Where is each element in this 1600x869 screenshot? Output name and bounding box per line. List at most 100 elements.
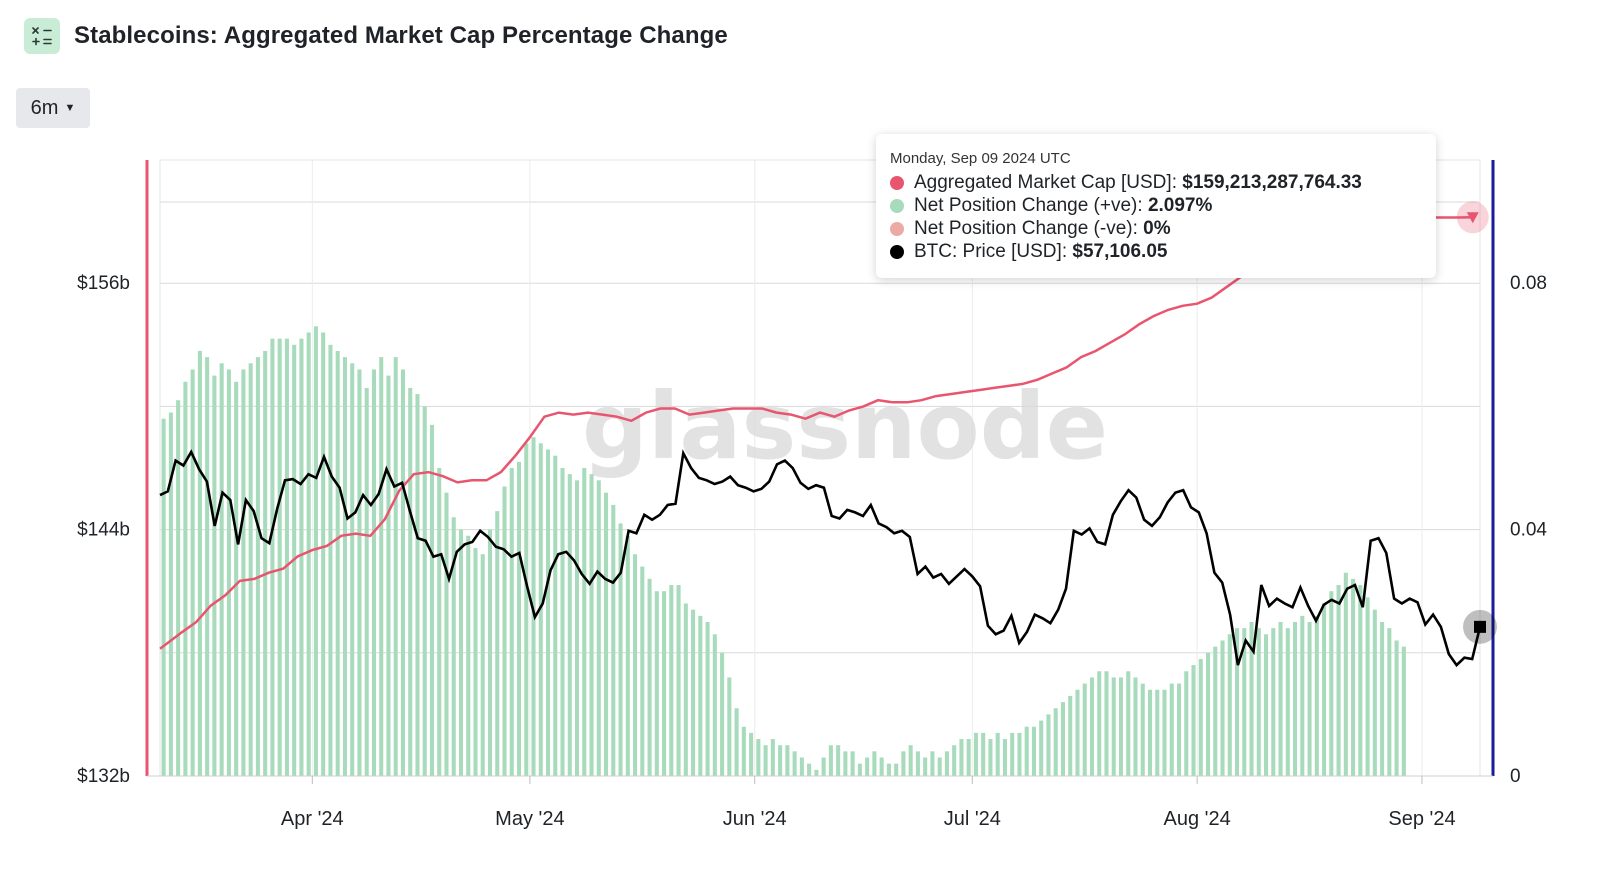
y-right-tick-label: 0.04: [1510, 520, 1547, 541]
time-range-dropdown[interactable]: 6m ▼: [16, 88, 90, 128]
net-position-bar: [1387, 628, 1392, 776]
net-position-bar: [1300, 615, 1305, 776]
x-tick-label: Aug '24: [1164, 808, 1231, 830]
net-position-bar: [263, 350, 268, 776]
tooltip-row-btc-price: BTC: Price [USD] $57,106.05: [890, 240, 1422, 263]
net-position-bar: [1147, 689, 1153, 776]
net-position-bar: [313, 326, 318, 776]
caret-down-icon: ▼: [64, 102, 76, 114]
net-position-bar: [589, 474, 594, 776]
chart-axes: [145, 160, 1495, 784]
net-position-bar: [429, 424, 435, 776]
net-position-bar: [1227, 634, 1232, 776]
net-position-bar: [756, 739, 761, 776]
net-position-bar: [466, 535, 471, 776]
net-position-bar: [850, 751, 855, 776]
net-position-bar: [1264, 634, 1269, 776]
net-position-bar: [241, 369, 246, 776]
net-position-bar: [1031, 726, 1036, 776]
net-position-bar: [487, 529, 493, 776]
net-position-bar: [1271, 628, 1276, 776]
x-tick-label: May '24: [495, 808, 564, 830]
net-position-bar: [669, 585, 674, 776]
net-position-bar: [901, 751, 906, 776]
net-position-bar: [357, 369, 362, 776]
net-position-bar: [1401, 646, 1406, 776]
net-position-bar: [538, 443, 543, 776]
net-position-bar: [633, 554, 638, 776]
net-position-bar: [1075, 689, 1080, 776]
series-dot: [890, 198, 904, 213]
net-position-bar: [988, 739, 993, 776]
net-position-bar: [691, 609, 696, 776]
y-axis-right-labels: 0 0.04 0.08: [1510, 273, 1547, 787]
net-position-bar: [1307, 622, 1312, 776]
net-position-bar: [234, 381, 239, 776]
net-position-bar: [1235, 628, 1240, 776]
net-position-bar: [226, 369, 231, 776]
net-position-bar: [219, 363, 224, 776]
net-position-bar: [575, 480, 580, 776]
net-position-bar: [1358, 585, 1363, 776]
watermark: glassnode: [582, 373, 1108, 480]
x-tick-label: Apr '24: [281, 808, 344, 830]
net-position-bar: [321, 332, 326, 776]
net-position-bar: [509, 468, 514, 776]
net-position-bar: [350, 363, 355, 776]
net-position-bar: [1213, 646, 1218, 776]
net-position-bar: [284, 338, 289, 776]
net-position-bar: [618, 523, 623, 776]
net-position-bar: [1329, 591, 1334, 776]
net-position-bar: [698, 615, 703, 776]
net-position-bar: [821, 757, 826, 776]
net-position-bar: [1024, 726, 1029, 776]
x-tick-label: Jun '24: [723, 808, 787, 830]
net-position-bar: [1039, 720, 1044, 776]
btc-price-line: [159, 449, 1482, 668]
net-position-bar: [872, 751, 877, 776]
net-position-bar: [408, 387, 413, 776]
series-dot: [890, 244, 904, 259]
net-position-bar: [495, 511, 500, 776]
net-position-bar: [248, 363, 253, 776]
hover-tooltip: Monday, Sep 09 2024 UTC Aggregated Marke…: [876, 134, 1436, 278]
net-position-bar: [865, 757, 870, 776]
net-position-bar: [973, 732, 978, 776]
net-position-bar: [190, 369, 195, 776]
net-position-bar: [1046, 714, 1051, 776]
net-position-bar: [1220, 640, 1225, 776]
net-position-bar: [952, 745, 957, 776]
net-position-bar: [857, 763, 862, 776]
net-position-bar: [727, 677, 732, 776]
net-position-bar: [342, 357, 347, 776]
x-tick-label: Jul '24: [944, 808, 1001, 830]
net-position-bar: [212, 375, 217, 776]
net-position-bar: [1060, 702, 1065, 776]
net-position-bar: [299, 338, 304, 776]
net-position-bar: [1176, 683, 1182, 776]
hover-markers: [1456, 201, 1497, 644]
btc-hover-marker: [1474, 620, 1486, 633]
net-position-bar: [1365, 597, 1370, 776]
net-position-bar: [545, 449, 551, 776]
market-cap-hover-marker: [1466, 212, 1479, 224]
net-position-bar: [604, 492, 609, 776]
net-position-bar: [1097, 671, 1102, 776]
net-position-bar: [676, 585, 681, 776]
net-position-bar: [1314, 615, 1319, 776]
net-position-bar: [886, 763, 891, 776]
tooltip-row-positive-change: Net Position Change (+ve) 2.097%: [890, 194, 1422, 217]
tooltip-date: Monday, Sep 09 2024 UTC: [890, 150, 1071, 167]
net-position-bar: [560, 468, 565, 776]
net-position-bar: [1082, 683, 1087, 776]
tooltip-value: 2.097%: [1147, 195, 1213, 216]
net-position-bar: [1155, 689, 1160, 776]
net-position-bar: [1118, 677, 1124, 776]
net-position-bar: [480, 554, 485, 776]
net-position-bar: [567, 474, 572, 776]
net-position-bar: [451, 517, 456, 776]
net-position-bar: [596, 480, 601, 776]
net-position-bar: [197, 350, 202, 776]
net-position-bar: [640, 566, 645, 776]
